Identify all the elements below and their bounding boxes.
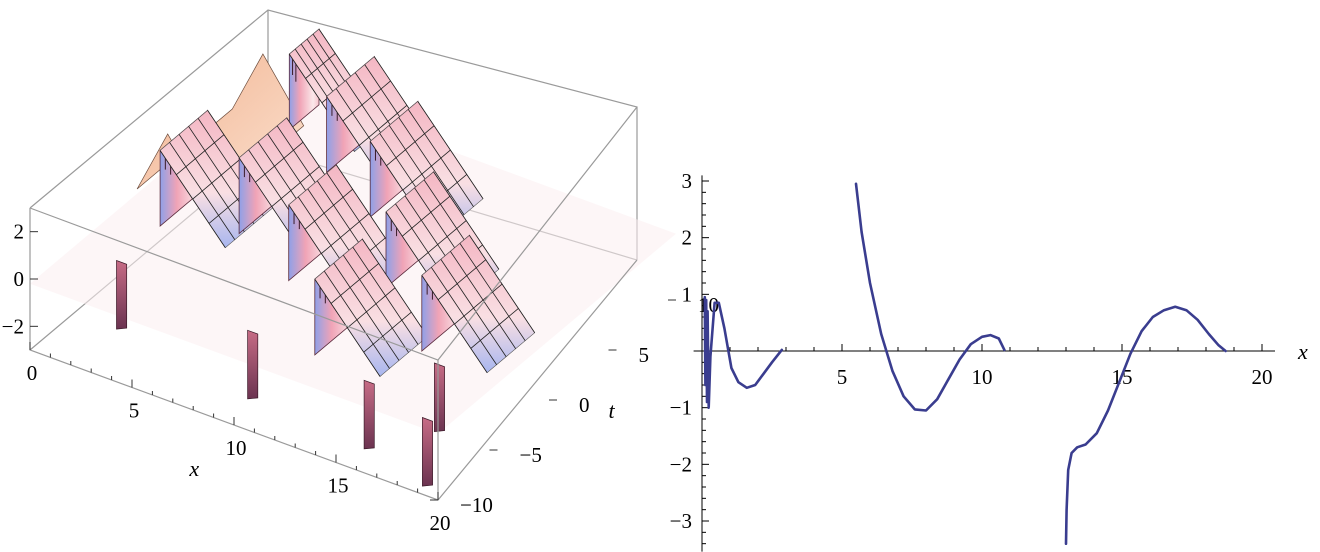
- x-tick-label: 20: [430, 511, 451, 535]
- x-tick-label: 5: [837, 365, 848, 389]
- y-tick-label: 2: [682, 226, 693, 250]
- surface-mesh-line: [321, 213, 370, 254]
- z-tick-label: 0: [14, 267, 25, 291]
- surface-mesh-line: [271, 166, 320, 207]
- surface-mesh-line: [347, 287, 396, 329]
- surface-mesh-line: [454, 283, 503, 325]
- surface-spike: [247, 329, 259, 400]
- y-tick-label: −2: [670, 452, 692, 476]
- surface-mesh-line: [255, 141, 304, 183]
- y-tick-label: 3: [682, 169, 693, 193]
- z-tick-label: 2: [14, 220, 25, 244]
- t-axis-title: t: [609, 398, 616, 423]
- box-back-top: [29, 9, 638, 260]
- t-tick-label: 5: [639, 343, 650, 367]
- surface-mesh-line: [305, 53, 336, 79]
- surface-mesh-line: [304, 188, 353, 230]
- t-tick-label: −5: [520, 443, 542, 467]
- x-axis-title: x: [188, 456, 199, 481]
- x-tick-label: 0: [27, 361, 38, 385]
- surface-spike: [116, 259, 128, 330]
- y-tick-label: −1: [670, 396, 692, 420]
- box-front-top: [29, 106, 638, 361]
- surface-spike: [363, 379, 375, 450]
- surface-mesh-line: [342, 80, 391, 122]
- surface-mesh-line: [176, 134, 225, 176]
- z-tick-label: −2: [2, 314, 24, 338]
- surface-mesh-line: [402, 149, 451, 191]
- surface: [30, 28, 676, 487]
- surface-spike: [434, 362, 445, 432]
- surface-mesh-line: [470, 308, 519, 349]
- curves-2d: [703, 182, 1227, 545]
- surface-mesh-line: [330, 263, 379, 304]
- surface-mesh-line: [437, 259, 487, 301]
- x-axis-title: x: [1297, 339, 1308, 364]
- surface-spike: [422, 416, 433, 487]
- surface-mesh-line: [402, 195, 451, 237]
- curve-segment: [703, 295, 784, 409]
- x-tick-label: 5: [129, 399, 140, 423]
- x-tick-label: 10: [972, 365, 993, 389]
- curve-segment: [854, 182, 1006, 412]
- t-tick-label: 0: [579, 393, 590, 417]
- surface-mesh-line: [386, 125, 435, 167]
- x-tick-label: 15: [328, 474, 349, 498]
- surface-mesh-line: [192, 158, 241, 200]
- x-tick-label: 20: [1252, 365, 1273, 389]
- surface-mesh-line: [363, 311, 412, 353]
- x-tick-label: 10: [226, 436, 247, 460]
- t-tick-label: −10: [460, 493, 493, 517]
- surface-mesh-line: [359, 104, 408, 146]
- y-tick-label: −3: [670, 509, 692, 533]
- y-tick-label: 1: [682, 282, 693, 306]
- curve-segment: [1064, 305, 1227, 545]
- surface-mesh-line: [418, 220, 467, 261]
